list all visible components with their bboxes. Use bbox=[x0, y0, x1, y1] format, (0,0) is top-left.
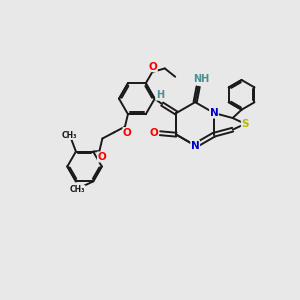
Text: NH: NH bbox=[194, 74, 210, 84]
Text: O: O bbox=[150, 128, 158, 138]
Text: H: H bbox=[156, 90, 164, 100]
Text: O: O bbox=[148, 61, 157, 72]
Text: O: O bbox=[98, 152, 106, 162]
Text: N: N bbox=[191, 140, 200, 151]
Text: S: S bbox=[242, 119, 249, 129]
Text: N: N bbox=[210, 108, 218, 118]
Text: O: O bbox=[123, 128, 132, 138]
Text: CH₃: CH₃ bbox=[61, 131, 77, 140]
Text: CH₃: CH₃ bbox=[70, 185, 85, 194]
